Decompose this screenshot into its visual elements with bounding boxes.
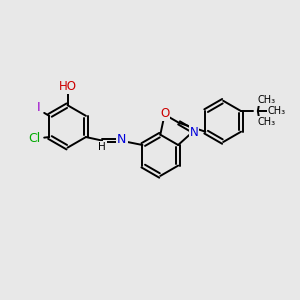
Text: N: N xyxy=(190,126,198,139)
Text: N: N xyxy=(117,133,127,146)
Text: CH₃: CH₃ xyxy=(267,106,285,116)
Text: HO: HO xyxy=(58,80,76,93)
Text: O: O xyxy=(160,107,169,120)
Text: I: I xyxy=(37,101,40,114)
Text: CH₃: CH₃ xyxy=(257,117,275,127)
Text: Cl: Cl xyxy=(28,132,40,145)
Text: CH₃: CH₃ xyxy=(257,95,275,105)
Text: H: H xyxy=(98,142,106,152)
